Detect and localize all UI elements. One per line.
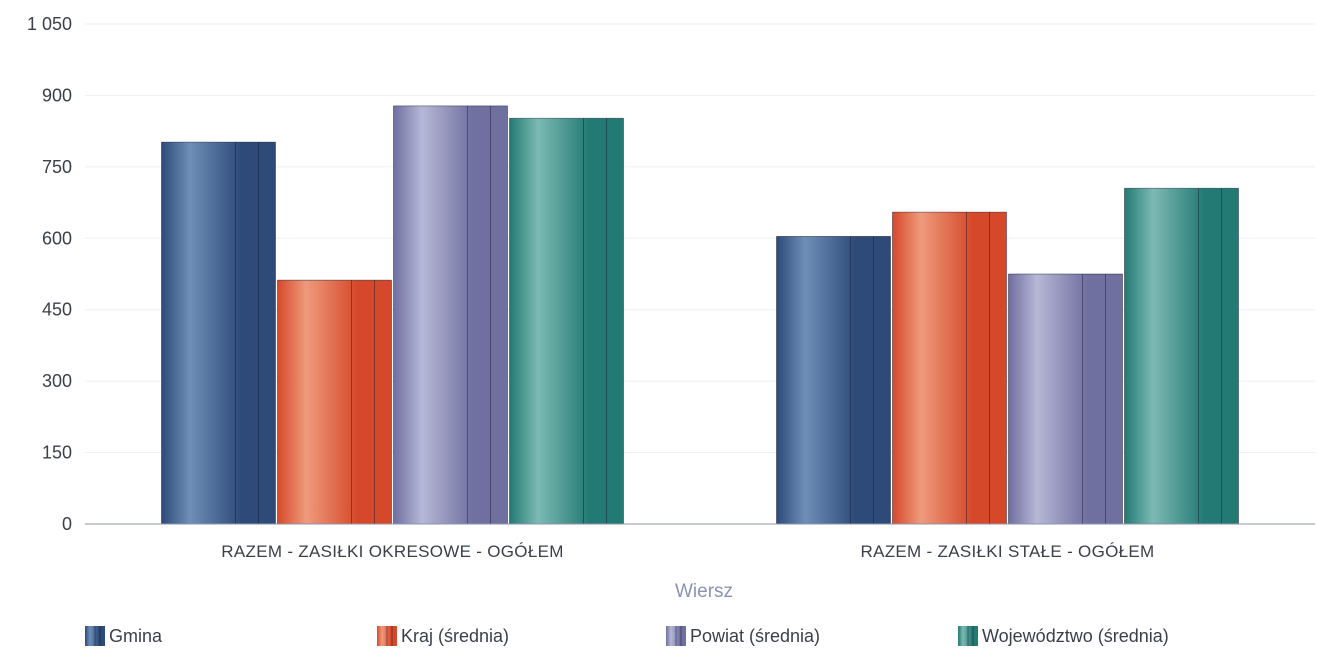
y-tick-label: 1 050 [27, 14, 72, 34]
legend-label: Kraj (średnia) [401, 626, 509, 646]
x-axis-label: Wiersz [675, 581, 733, 602]
x-tick-label: RAZEM - ZASIŁKI OKRESOWE - OGÓŁEM [221, 542, 563, 561]
bar[interactable] [277, 279, 392, 524]
legend-label: Powiat (średnia) [690, 626, 820, 646]
legend: Gmina Kraj (średnia) Powiat (średnia) Wojew… [85, 626, 1169, 646]
legend-label: Gmina [109, 626, 163, 646]
bar[interactable] [161, 141, 276, 524]
x-tick-label: RAZEM - ZASIŁKI STAŁE - OGÓŁEM [861, 542, 1155, 561]
y-axis: 0 150 300 450 600 750 900 1 050 [27, 14, 72, 534]
bar[interactable] [892, 211, 1007, 524]
bar[interactable] [393, 105, 508, 525]
bar[interactable] [1008, 273, 1123, 524]
y-tick-label: 450 [42, 300, 72, 320]
legend-item[interactable]: Powiat (średnia) [666, 626, 820, 646]
legend-item[interactable]: Województwo (średnia) [958, 626, 1169, 646]
y-tick-label: 600 [42, 228, 72, 248]
legend-item[interactable]: Gmina [85, 626, 163, 646]
y-tick-label: 900 [42, 85, 72, 105]
bars [161, 105, 1239, 525]
y-tick-label: 300 [42, 371, 72, 391]
y-tick-label: 150 [42, 443, 72, 463]
y-tick-label: 0 [62, 514, 72, 534]
y-tick-label: 750 [42, 157, 72, 177]
legend-label: Województwo (średnia) [982, 626, 1169, 646]
bar[interactable] [776, 235, 891, 524]
bar[interactable] [1124, 187, 1239, 525]
x-axis: RAZEM - ZASIŁKI OKRESOWE - OGÓŁEM RAZEM -… [221, 542, 1154, 561]
bar[interactable] [509, 117, 624, 525]
legend-item[interactable]: Kraj (średnia) [377, 626, 509, 646]
